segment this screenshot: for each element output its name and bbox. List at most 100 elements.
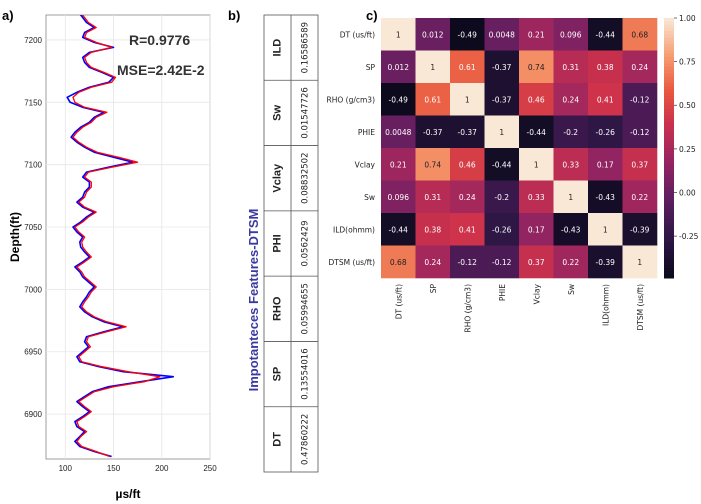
- well-log-series: [66, 15, 175, 458]
- heatmap-cell: [484, 50, 520, 84]
- heatmap-cell: [553, 245, 589, 279]
- colorbar-segment: [664, 21, 674, 25]
- well-log-ylabel: Depth(ft): [8, 212, 22, 262]
- colorbar-segment: [664, 203, 674, 207]
- colorbar-segment: [664, 24, 674, 29]
- heatmap-cell-value: -0.37: [492, 63, 512, 72]
- colorbar-segment: [664, 174, 674, 178]
- heatmap-col-label: PHIE: [498, 284, 507, 301]
- table-feature-value: 0.13554016: [301, 348, 311, 399]
- table-feature-name: RHO: [272, 296, 284, 321]
- panel-label-a: a): [2, 8, 14, 23]
- heatmap-cell: [450, 18, 485, 51]
- heatmap-cell-value: 0.41: [459, 225, 476, 234]
- heatmap-cell: [588, 213, 623, 246]
- correlation-annotation: R=0.9776: [129, 32, 190, 48]
- heatmap-cell-value: -0.12: [630, 95, 650, 104]
- colorbar-segment: [664, 265, 674, 269]
- colorbar-segment: [664, 157, 674, 162]
- heatmap-cell: [484, 180, 520, 214]
- y-tick-label: 7200: [24, 36, 42, 45]
- table-feature-name: PHI: [272, 234, 284, 252]
- heatmap-cell-value: -0.44: [527, 128, 547, 137]
- heatmap-cell-value: 0.012: [422, 30, 444, 39]
- heatmap-cell-value: 0.22: [562, 258, 579, 267]
- colorbar-segment: [664, 96, 674, 100]
- heatmap-cell: [553, 148, 589, 181]
- heatmap-cell-value: 0.31: [562, 63, 579, 72]
- heatmap-cell: [553, 83, 589, 116]
- heatmap-cell: [381, 180, 416, 214]
- heatmap-cell: [553, 18, 589, 51]
- colorbar-segment: [664, 141, 674, 146]
- heatmap-col-label: SP: [429, 284, 438, 294]
- colorbar-segment: [664, 271, 674, 276]
- colorbar-segment: [664, 193, 674, 198]
- colorbar-segment: [664, 144, 674, 149]
- colorbar-segment: [664, 60, 674, 64]
- colorbar-segment: [664, 274, 674, 279]
- heatmap-cell-value: 1: [465, 95, 470, 104]
- heatmap-cell: [622, 50, 658, 84]
- heatmap-cell-value: 0.0048: [385, 128, 411, 137]
- y-tick-label: 6900: [24, 410, 42, 419]
- heatmap-cell: [484, 115, 520, 149]
- colorbar-segment: [664, 105, 674, 110]
- heatmap-cell: [484, 18, 520, 51]
- colorbar-segment: [664, 63, 674, 68]
- heatmap-cell-value: -0.49: [389, 95, 409, 104]
- colorbar-segment: [664, 70, 674, 74]
- heatmap-row-label: RHO (g/cm3): [327, 95, 376, 104]
- colorbar-segment: [664, 187, 674, 191]
- colorbar-segment: [664, 209, 674, 214]
- colorbar-segment: [664, 190, 674, 194]
- heatmap-row-label: PHIE: [358, 128, 375, 137]
- heatmap-cell: [381, 83, 416, 116]
- heatmap-cell: [415, 180, 451, 214]
- colorbar-segment: [664, 255, 674, 259]
- colorbar-segment: [664, 229, 674, 233]
- heatmap-cell-value: -0.26: [596, 128, 616, 137]
- colorbar-segment: [664, 164, 674, 168]
- colorbar-segment: [664, 53, 674, 58]
- heatmap-col-label: DTSM (us/ft): [636, 284, 645, 331]
- well-log-xticks: 100 150 200 250: [59, 464, 218, 473]
- heatmap-cell-value: -0.39: [630, 225, 650, 234]
- heatmap-row-labels: DT (us/ft) SP RHO (g/cm3) PHIE Vclay Sw ILD(oh…: [327, 30, 376, 267]
- heatmap-cell: [553, 115, 589, 149]
- colorbar-segment: [664, 167, 674, 172]
- colorbar-segment: [664, 151, 674, 155]
- colorbar-segment: [664, 213, 674, 217]
- heatmap-cell: [381, 115, 416, 149]
- heatmap-cell-value: -0.44: [596, 30, 616, 39]
- heatmap-cell-value: 0.46: [459, 160, 476, 169]
- heatmap-cell-value: 0.0048: [489, 30, 515, 39]
- colorbar-segment: [664, 135, 674, 139]
- colorbar-segment: [664, 34, 674, 38]
- heatmap-cell: [519, 18, 554, 51]
- table-feature-value: 0.0562429: [301, 221, 311, 267]
- heatmap-cell-value: 0.31: [424, 193, 441, 202]
- heatmap-cell: [519, 180, 554, 214]
- y-tick-label: 6950: [24, 348, 42, 357]
- colorbar-segment: [664, 196, 674, 201]
- heatmap-cell: [588, 148, 623, 181]
- colorbar-segment: [664, 73, 674, 77]
- table-feature-name: SP: [272, 367, 284, 382]
- colorbar-segment: [664, 216, 674, 220]
- heatmap-cell: [588, 18, 623, 51]
- heatmap-cell: [622, 245, 658, 279]
- colorbar-segment: [664, 242, 674, 246]
- heatmap-cell-value: 1: [568, 193, 573, 202]
- colorbar-segment: [664, 31, 674, 35]
- table-feature-value: 0.16586589: [301, 22, 311, 73]
- heatmap-cell-value: -0.26: [492, 225, 512, 234]
- well-log-xlabel: µs/ft: [116, 487, 141, 501]
- colorbar-segment: [664, 128, 674, 133]
- heatmap-cell: [381, 148, 416, 181]
- heatmap-cell: [588, 115, 623, 149]
- colorbar-segment: [664, 258, 674, 263]
- heatmap-cell: [484, 213, 520, 246]
- heatmap-cell: [553, 50, 589, 84]
